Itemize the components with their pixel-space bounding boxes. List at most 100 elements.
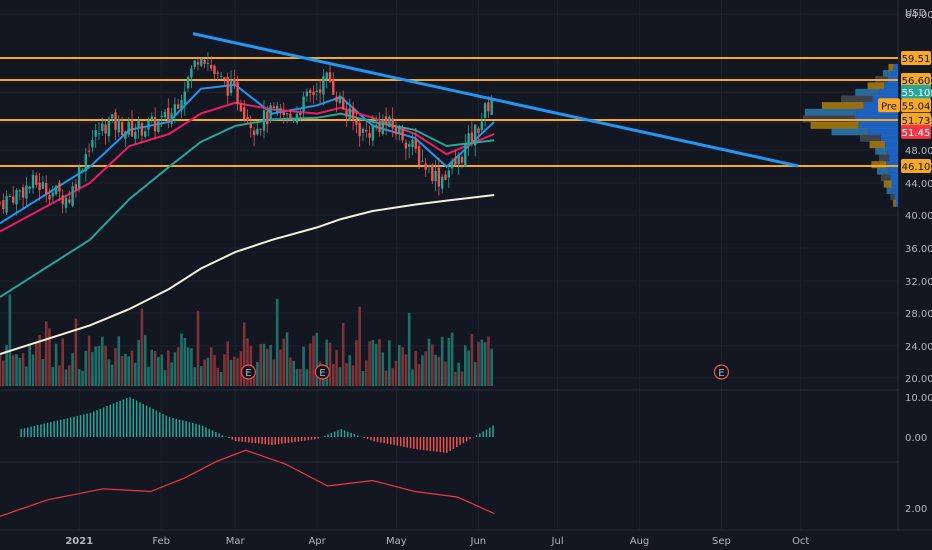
volume-bar bbox=[404, 354, 408, 386]
price-tick-label: 36.00 bbox=[905, 244, 932, 255]
volume-bar bbox=[308, 343, 312, 386]
price-tag bbox=[878, 98, 900, 113]
volume-bar bbox=[110, 364, 114, 386]
candle-body bbox=[0, 202, 2, 204]
volume-bar bbox=[378, 339, 381, 386]
candle-body bbox=[276, 105, 279, 113]
volume-bar bbox=[5, 345, 8, 386]
volume-bar bbox=[417, 364, 421, 386]
volume-bar bbox=[388, 340, 391, 386]
volume-bar bbox=[355, 340, 358, 386]
volume-bar bbox=[295, 369, 299, 386]
candle-body bbox=[210, 64, 213, 69]
time-tick-label: Feb bbox=[152, 536, 170, 547]
volume-bar bbox=[61, 338, 64, 386]
candle-body bbox=[114, 112, 117, 130]
volume-profile-bar bbox=[891, 69, 898, 77]
price-tag-label: 56.60 bbox=[902, 76, 931, 87]
volume-bar bbox=[361, 371, 365, 386]
volume-bar bbox=[381, 352, 385, 386]
trendline[interactable] bbox=[192, 32, 799, 168]
earnings-marker-label: E bbox=[319, 368, 325, 379]
volume-bar bbox=[325, 339, 328, 386]
time-tick-label: Jul bbox=[551, 536, 564, 547]
candle-body bbox=[160, 116, 163, 118]
volume-bar bbox=[421, 355, 424, 386]
price-tick-label: 24.00 bbox=[905, 342, 932, 353]
candle-body bbox=[58, 182, 61, 192]
candle-body bbox=[312, 91, 315, 96]
candle-body bbox=[318, 89, 322, 93]
candle-body bbox=[153, 117, 157, 132]
candle-body bbox=[170, 113, 173, 124]
volume-profile-bar bbox=[886, 187, 893, 194]
price-tick-label: 20.00 bbox=[905, 374, 932, 385]
volume-profile-bar bbox=[888, 63, 894, 71]
volume-profile-bar bbox=[884, 82, 898, 90]
candle-body bbox=[91, 139, 94, 148]
lower-indicator-line bbox=[0, 449, 495, 517]
volume-bar bbox=[259, 343, 262, 386]
candle-body bbox=[266, 111, 269, 125]
candle-body bbox=[441, 176, 444, 189]
candle-body bbox=[467, 133, 470, 146]
volume-bar bbox=[299, 368, 302, 386]
price-tag-label: 55.04 bbox=[902, 101, 931, 112]
price-tag bbox=[901, 113, 931, 127]
candle-body bbox=[404, 142, 408, 149]
candle-body bbox=[190, 68, 193, 78]
volume-profile-bar bbox=[892, 187, 898, 194]
volume-profile-bar bbox=[831, 128, 869, 136]
volume-profile-bar bbox=[890, 193, 895, 201]
volume-bar bbox=[170, 362, 173, 386]
volume-bar bbox=[226, 341, 229, 386]
candle-body bbox=[64, 197, 68, 208]
candle-body bbox=[249, 124, 252, 128]
volume-bar bbox=[440, 336, 444, 386]
price-tag bbox=[901, 73, 931, 87]
candle-body bbox=[68, 199, 71, 203]
earnings-marker bbox=[314, 364, 331, 380]
volume-bar bbox=[147, 366, 150, 386]
volume-profile-bar bbox=[804, 108, 857, 116]
volume-bar bbox=[203, 359, 206, 386]
candle-body bbox=[279, 108, 282, 111]
volume-profile-bar bbox=[878, 88, 898, 96]
time-axis[interactable]: 2021 Feb Mar Apr May Jun Jul Aug Sep Oct bbox=[65, 536, 809, 547]
candle-body bbox=[464, 144, 467, 167]
candle-body bbox=[325, 72, 328, 79]
candle-body bbox=[229, 80, 233, 94]
volume-bar bbox=[302, 346, 305, 386]
volume-bar bbox=[483, 342, 487, 386]
volume-profile-bar bbox=[895, 199, 898, 207]
volume-profile-bar bbox=[803, 115, 856, 123]
volume-bar bbox=[414, 351, 418, 386]
volume-bar bbox=[213, 355, 216, 386]
earnings-marker-label: E bbox=[245, 368, 251, 379]
candle-body bbox=[262, 110, 266, 131]
candle-body bbox=[447, 170, 450, 178]
time-tick-label: Aug bbox=[630, 536, 650, 547]
volume-profile-bar bbox=[893, 63, 898, 71]
volume-bar bbox=[467, 350, 470, 386]
volume-profile-bar bbox=[886, 161, 898, 169]
volume-bar bbox=[71, 352, 74, 386]
candle-body bbox=[134, 131, 137, 139]
volume-bar bbox=[209, 347, 213, 386]
candlesticks bbox=[0, 52, 493, 216]
volume-bar bbox=[490, 348, 493, 386]
candle-body bbox=[219, 75, 223, 77]
volume-bar bbox=[180, 333, 183, 386]
volume-bar bbox=[371, 340, 375, 386]
candle-body bbox=[61, 195, 64, 205]
candle-body bbox=[361, 128, 365, 133]
volume-bar bbox=[312, 335, 315, 386]
candle-body bbox=[375, 125, 378, 128]
volume-bar bbox=[153, 350, 157, 386]
volume-bar bbox=[450, 332, 454, 386]
candle-body bbox=[8, 196, 12, 198]
volume-bar bbox=[233, 356, 236, 386]
candle-body bbox=[285, 113, 289, 115]
